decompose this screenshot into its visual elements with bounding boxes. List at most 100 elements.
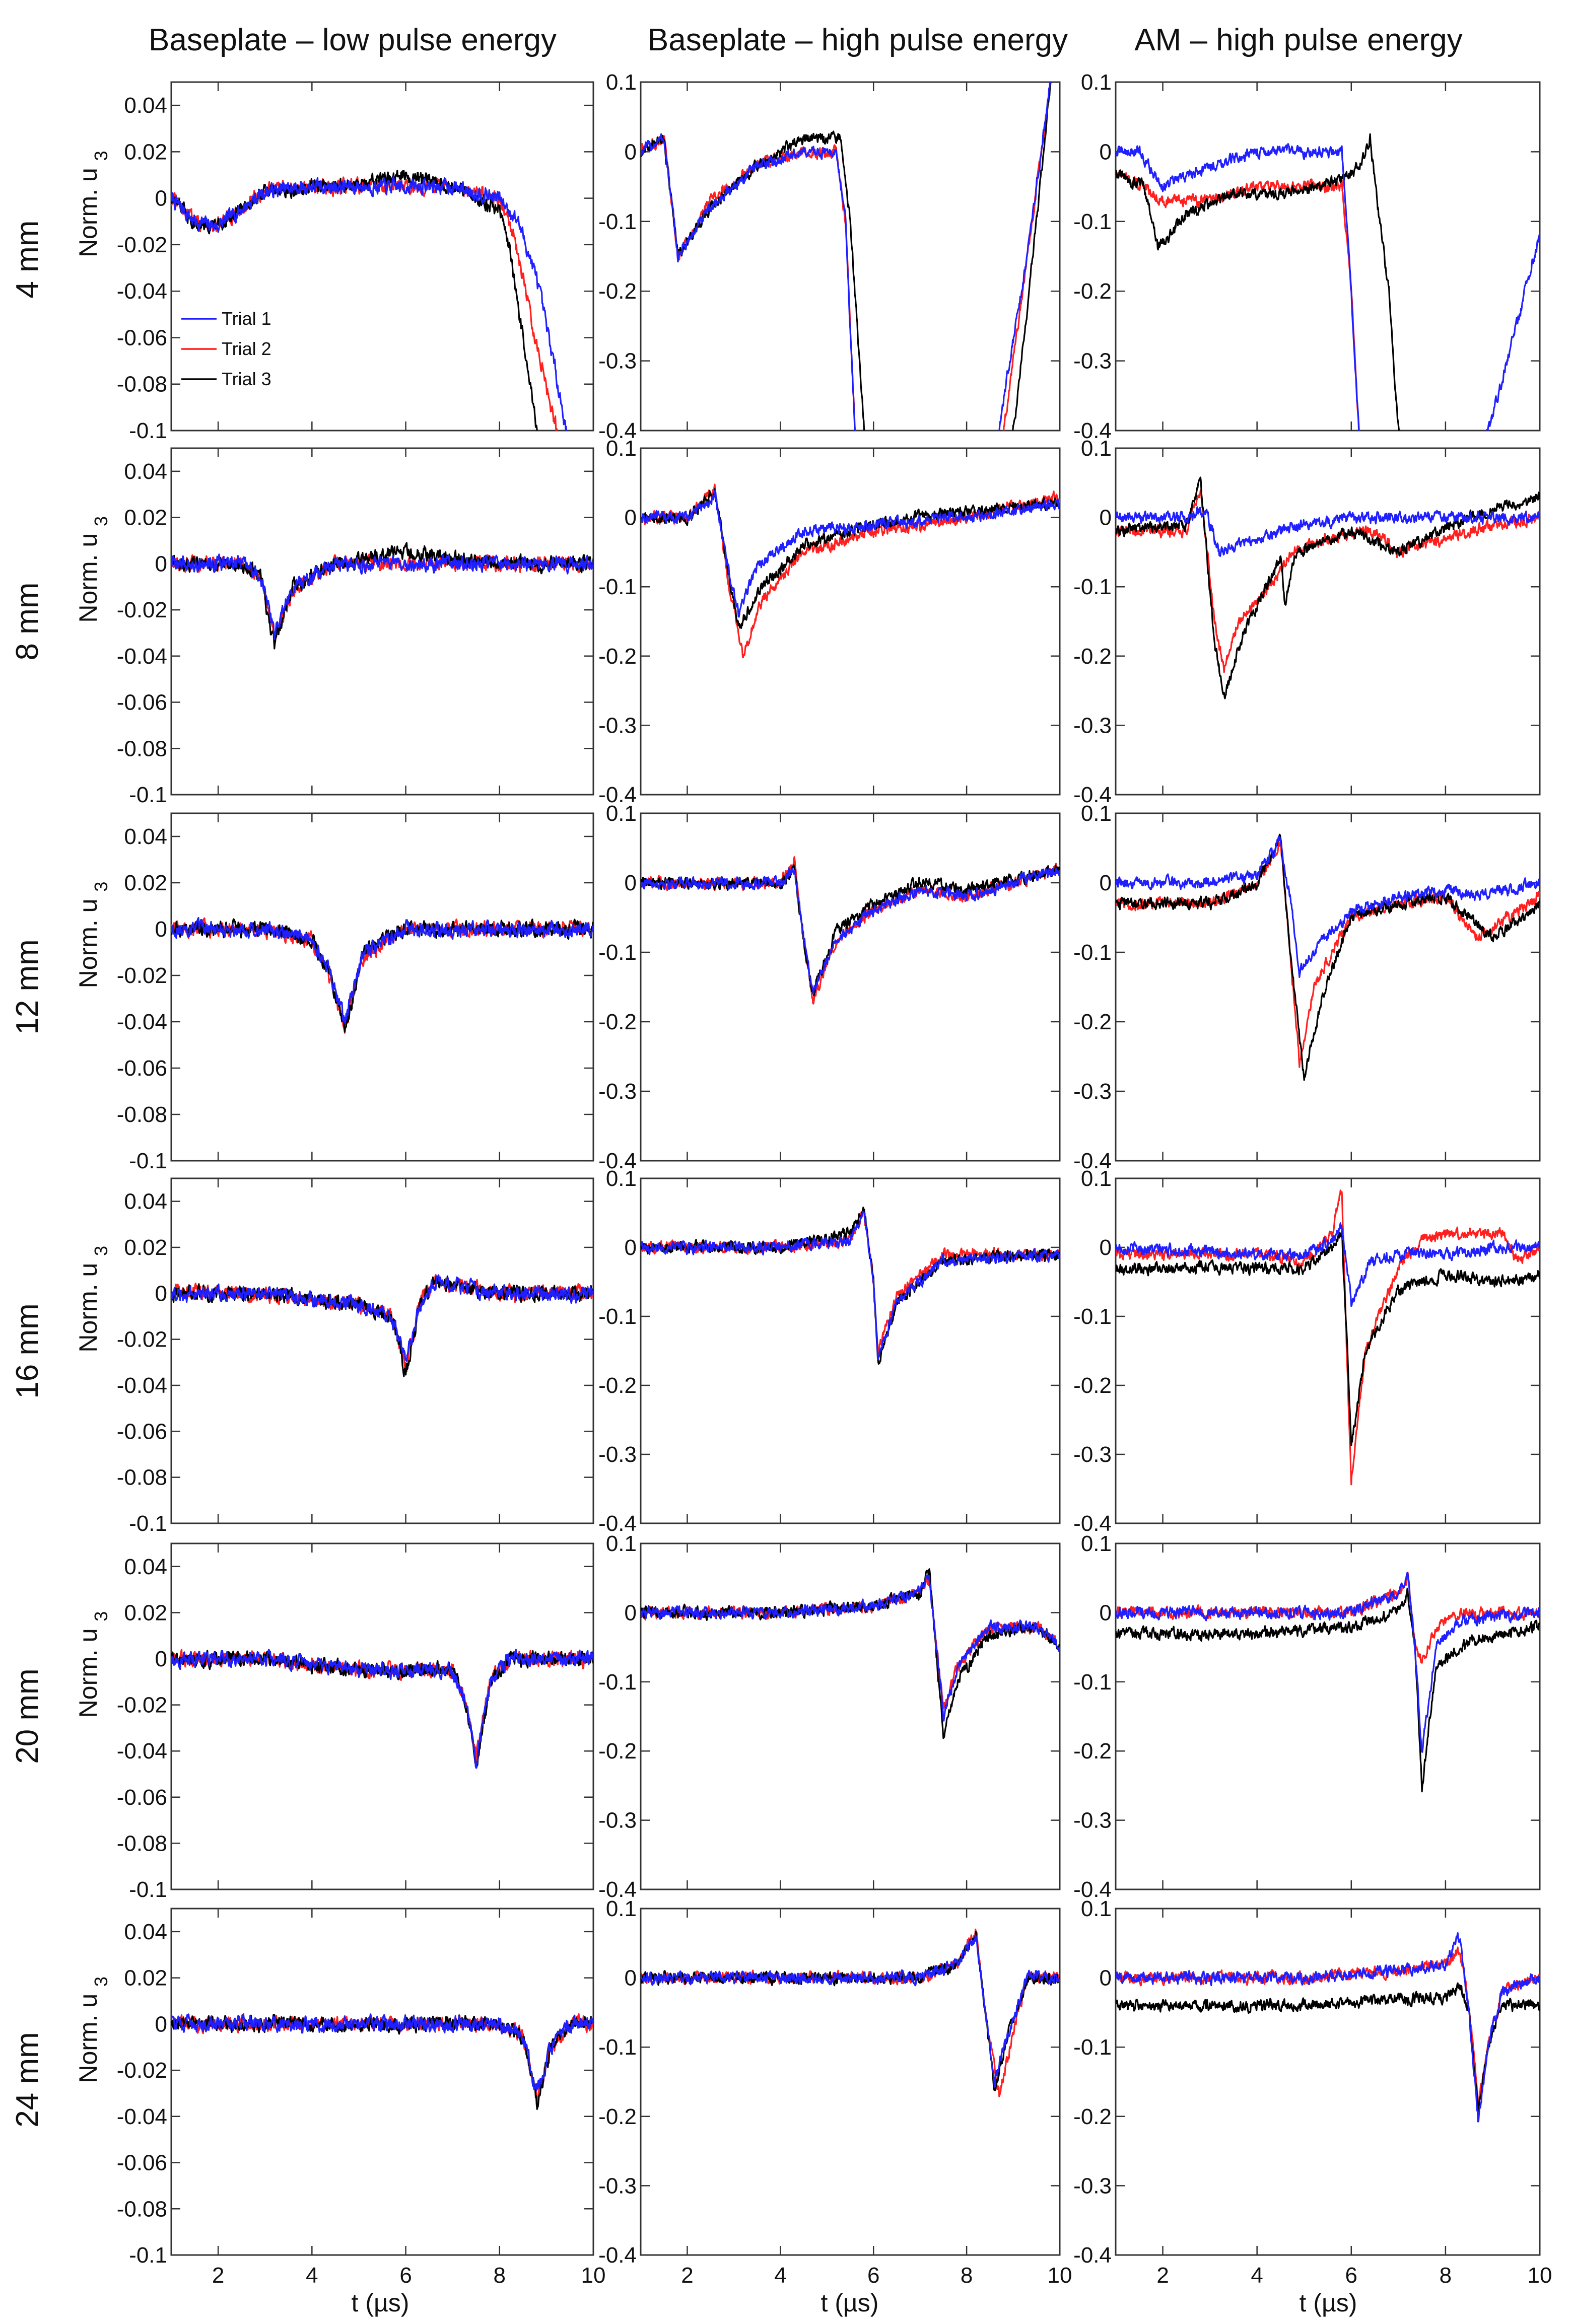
y-tick-label: 0.02 <box>124 871 167 895</box>
legend: Trial 1 Trial 2 Trial 3 <box>181 308 271 389</box>
y-tick-label: -0.02 <box>117 2058 167 2083</box>
y-tick-label: -0.2 <box>1073 1739 1112 1764</box>
y-tick-label: 0 <box>625 139 637 164</box>
y-tick-label: -0.3 <box>1073 1079 1112 1104</box>
series-line-trial-2 <box>1116 489 1540 673</box>
x-tick-label: 4 <box>306 2263 318 2288</box>
x-tick-label: 2 <box>212 2263 224 2288</box>
y-axis-label: Norm. u 3 <box>74 1611 111 1718</box>
y-tick-label: -0.4 <box>1073 418 1112 443</box>
y-tick-label: 0 <box>155 1647 167 1671</box>
y-axis-label: Norm. u 3 <box>74 151 111 257</box>
panel-frame <box>170 81 594 432</box>
series-line-trial-1 <box>1116 835 1540 978</box>
series-line-trial-1 <box>171 553 593 641</box>
y-tick-label: 0 <box>155 186 167 211</box>
series-line-trial-3 <box>171 170 538 431</box>
y-tick-label: -0.2 <box>598 1010 637 1034</box>
series-line-trial-3 <box>171 1275 593 1377</box>
y-tick-label: -0.02 <box>117 233 167 257</box>
panel: 0.1 0 -0.1 -0.2 -0.3 -0.4 <box>598 1166 1061 1536</box>
y-tick-label: -0.04 <box>117 1010 167 1034</box>
panel: 0.04 0.02 0 -0.02 -0.04 -0.06 -0.08 -0.1 2 4 6 8 10 N… <box>74 1908 605 2288</box>
series-line-trial-1 <box>171 1274 593 1362</box>
panel: 0.04 0.02 0 -0.02 -0.04 -0.06 -0.08 -0.1 Norm. u… <box>74 812 594 1173</box>
y-tick-label: -0.04 <box>117 2104 167 2129</box>
y-tick-label: -0.1 <box>129 418 167 443</box>
y-tick-label: -0.1 <box>1073 1304 1112 1329</box>
y-tick-label: -0.1 <box>598 1670 637 1695</box>
panel: 0.04 0.02 0 -0.02 -0.04 -0.06 -0.08 -0.1 Norm. u… <box>74 1542 594 1902</box>
y-tick-label: -0.3 <box>598 1808 637 1833</box>
y-tick-label: 0.02 <box>124 139 167 164</box>
panel-frame <box>640 812 1061 1162</box>
series-line-trial-1 <box>1116 506 1540 557</box>
y-tick-label: 0.1 <box>1081 436 1112 461</box>
series-line-trial-1 <box>171 1649 593 1769</box>
y-tick-label: 0 <box>155 2012 167 2036</box>
y-tick-label: 0.1 <box>606 70 637 95</box>
y-tick-label: -0.3 <box>598 1442 637 1467</box>
y-tick-label: -0.1 <box>129 1877 167 1902</box>
y-tick-label: 0 <box>155 551 167 576</box>
panel-frame <box>1115 81 1541 432</box>
y-tick-label: -0.04 <box>117 1373 167 1398</box>
panel: 0.1 0 -0.1 -0.2 -0.3 -0.4 <box>1073 1531 1541 1902</box>
y-tick-label: 0.1 <box>1081 801 1112 826</box>
y-tick-label: -0.02 <box>117 963 167 988</box>
column-title: AM – high pulse energy <box>1134 23 1462 57</box>
column-title: Baseplate – low pulse energy <box>149 23 557 57</box>
panel: 0.1 0 -0.1 -0.2 -0.3 -0.4 <box>1073 70 1541 443</box>
y-tick-label: 0 <box>1100 1235 1112 1260</box>
y-tick-label: 0 <box>1100 1966 1112 1991</box>
panel-frame <box>170 447 594 796</box>
panel: 0.1 0 -0.1 -0.2 -0.3 -0.4 <box>598 801 1061 1173</box>
x-tick-label: 8 <box>961 2263 973 2288</box>
panel: 0.04 0.02 0 -0.02 -0.04 -0.06 -0.08 -0.1 Norm. u… <box>74 81 594 443</box>
series-line-trial-1 <box>641 82 1051 431</box>
row-label: 16 mm <box>10 1303 45 1398</box>
y-tick-label: -0.1 <box>598 209 637 234</box>
y-tick-label: -0.2 <box>598 279 637 304</box>
y-tick-label: -0.08 <box>117 736 167 761</box>
panel-frame <box>170 1177 594 1524</box>
panel-frame <box>640 1542 1061 1890</box>
legend-entry: Trial 2 <box>222 338 271 359</box>
panel-frame <box>170 812 594 1162</box>
series-line-trial-1 <box>641 1934 1060 2088</box>
x-tick-label: 6 <box>867 2263 879 2288</box>
y-tick-label: -0.4 <box>598 2243 637 2268</box>
y-tick-label: -0.3 <box>1073 349 1112 374</box>
y-tick-label: -0.3 <box>598 713 637 738</box>
series-line-trial-1 <box>1116 1222 1540 1307</box>
series-line-trial-1 <box>641 489 1060 618</box>
y-tick-label: -0.1 <box>598 940 637 965</box>
plot-area: 0.04 0.02 0 -0.02 -0.04 -0.06 -0.08 -0.1 Norm. u… <box>74 70 1552 2288</box>
panel: 0.1 0 -0.1 -0.2 -0.3 -0.4 <box>1073 801 1541 1173</box>
y-axis-label-subscript: 3 <box>91 151 111 161</box>
y-tick-label: -0.04 <box>117 279 167 304</box>
y-tick-label: 0.02 <box>124 506 167 530</box>
y-tick-label: 0.1 <box>1081 1166 1112 1191</box>
panel: 0.1 0 -0.1 -0.2 -0.3 -0.4 2 4 6 8 10 <box>598 1896 1072 2288</box>
series-line-trial-1 <box>641 1211 1060 1360</box>
y-tick-label: 0.02 <box>124 1966 167 1991</box>
y-axis-label-subscript: 3 <box>91 882 111 892</box>
legend-entry: Trial 1 <box>222 308 271 329</box>
x-tick-label: 2 <box>681 2263 693 2288</box>
y-tick-label: 0 <box>1100 871 1112 895</box>
y-tick-label: 0 <box>625 506 637 530</box>
column-title: Baseplate – high pulse energy <box>648 23 1068 57</box>
y-tick-label: -0.04 <box>117 1739 167 1764</box>
y-tick-label: -0.1 <box>1073 1670 1112 1695</box>
y-tick-label: -0.3 <box>1073 1808 1112 1833</box>
y-tick-label: 0.1 <box>606 1896 637 1921</box>
y-axis-label-subscript: 3 <box>91 1977 111 1987</box>
y-tick-label: -0.4 <box>1073 1877 1112 1902</box>
y-tick-label: 0.1 <box>606 436 637 461</box>
series-line-trial-3 <box>1116 1587 1540 1793</box>
y-tick-label: 0.1 <box>606 1531 637 1556</box>
y-tick-label: -0.08 <box>117 372 167 397</box>
panel-frame <box>1115 447 1541 796</box>
